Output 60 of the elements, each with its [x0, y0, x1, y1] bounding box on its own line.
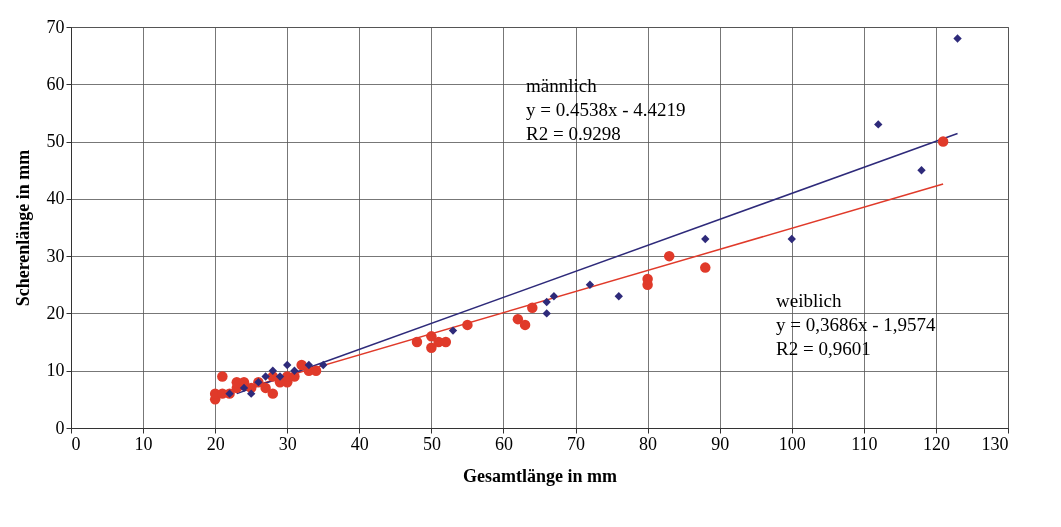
point [290, 366, 299, 375]
y-tick-label: 0 [55, 417, 65, 438]
x-tick-label: 50 [422, 433, 441, 454]
x-tick-label: 70 [567, 433, 586, 454]
annotation: weiblich y = 0,3686x - 1,9574 R2 = 0,9601 [776, 290, 937, 359]
x-axis-title: Gesamtlänge in mm [463, 465, 617, 486]
point [462, 319, 473, 331]
x-tick-label: 130 [981, 433, 1009, 454]
point [217, 371, 228, 382]
y-tick-label: 20 [46, 302, 65, 323]
point [542, 297, 551, 307]
point [304, 360, 314, 370]
y-tick-label: 50 [46, 131, 65, 152]
point [239, 383, 249, 393]
point [787, 234, 796, 244]
point [585, 280, 595, 289]
point [260, 382, 271, 394]
point [296, 359, 307, 371]
point [917, 166, 926, 175]
point [512, 313, 524, 325]
annotation: männlich y = 0.4538x - 4.4219 R2 = 0.9298 [526, 75, 686, 144]
point [519, 319, 531, 331]
point [549, 292, 559, 301]
y-tick-label: 60 [46, 73, 65, 94]
point [275, 372, 285, 381]
point [700, 262, 711, 273]
y-tick-label: 40 [46, 188, 65, 209]
point [426, 331, 437, 342]
x-tick-label: 30 [278, 433, 297, 454]
y-tick-label: 10 [46, 360, 65, 381]
x-tick-label: 110 [851, 433, 878, 454]
x-tick-label: 60 [494, 433, 513, 454]
point [411, 336, 423, 348]
point [319, 360, 328, 370]
point [426, 342, 437, 354]
x-tick-label: 20 [206, 433, 225, 454]
point [874, 120, 883, 129]
point [663, 250, 675, 262]
x-tick-label: 90 [711, 433, 730, 454]
x-tick-label: 80 [639, 433, 658, 454]
point [542, 309, 551, 318]
x-tick-label: 120 [922, 433, 950, 454]
point [701, 234, 710, 244]
point [283, 360, 292, 370]
x-tick-label: 100 [778, 433, 806, 454]
point [247, 389, 256, 398]
point [268, 366, 277, 375]
y-axis-title: Scherenlänge in mm [12, 149, 33, 307]
point [614, 292, 623, 301]
x-tick-label: 0 [71, 433, 81, 454]
point [448, 326, 458, 335]
x-tick-label: 40 [350, 433, 369, 454]
point [953, 34, 962, 43]
point [527, 302, 538, 313]
y-tick-label: 70 [46, 16, 65, 37]
point [267, 388, 279, 399]
point [937, 136, 949, 147]
y-tick-label: 30 [46, 245, 65, 266]
x-tick-label: 10 [134, 433, 153, 454]
point [261, 372, 270, 381]
